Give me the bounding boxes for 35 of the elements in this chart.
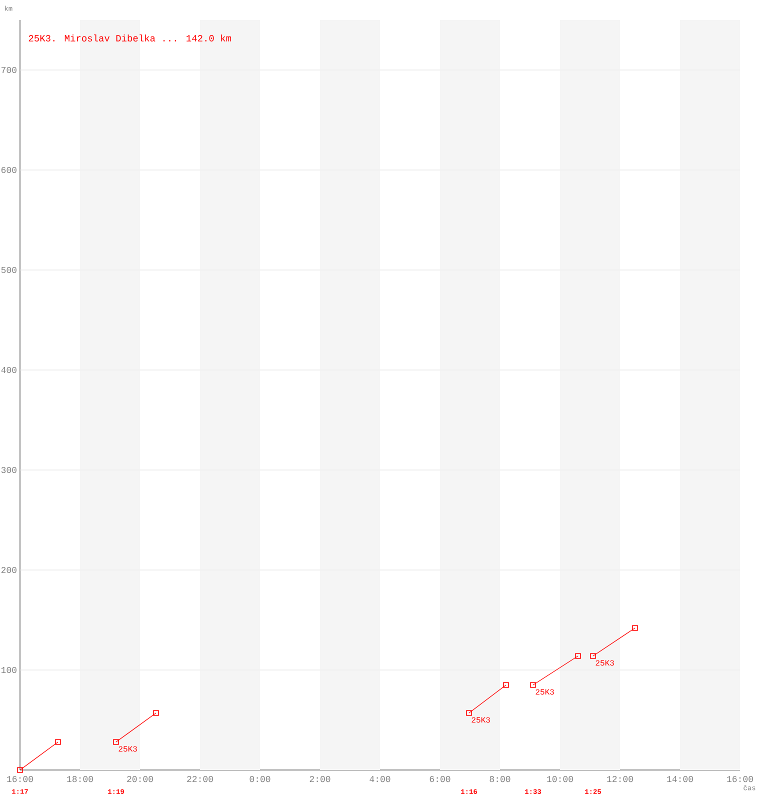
- y-tick-label: 400: [1, 366, 16, 374]
- point: [466, 710, 472, 716]
- x-tick-label: 12:00: [607, 776, 633, 782]
- x-tick-label: 4:00: [370, 776, 390, 782]
- series-label: 25K3: [536, 689, 554, 695]
- x-tick-label: 8:00: [490, 776, 510, 782]
- point: [55, 739, 61, 745]
- y-tick-label: 700: [1, 66, 16, 74]
- series-label: 25K3: [118, 746, 137, 752]
- x-tick-label: 16:00: [727, 776, 753, 782]
- y-tick-label: 600: [1, 166, 16, 174]
- x-tick-label: 20:00: [127, 776, 153, 782]
- y-tick-label: 500: [1, 266, 16, 274]
- x-tick-label: 0:00: [250, 776, 270, 782]
- point: [530, 682, 536, 688]
- point: [17, 767, 23, 773]
- text: 25K3. Miroslav Dibelka ... 142.0 km: [28, 34, 232, 42]
- point: [503, 682, 509, 688]
- y-tick-label: 300: [1, 466, 16, 474]
- x-tick-label: 2:00: [310, 776, 330, 782]
- x-tick-label: 14:00: [667, 776, 693, 782]
- series-label: 25K3: [472, 717, 490, 723]
- x-tick-label: 10:00: [547, 776, 573, 782]
- y-tick-label: 100: [1, 666, 16, 674]
- point: [590, 653, 596, 659]
- x-tick-label: 16:00: [7, 776, 33, 782]
- point: [153, 710, 159, 716]
- x-tick-label: 22:00: [187, 776, 213, 782]
- y-tick-label: 200: [1, 566, 16, 574]
- point: [575, 653, 581, 659]
- series-label: 25K3: [596, 660, 614, 666]
- point: [632, 625, 638, 631]
- point: [113, 739, 119, 745]
- x-tick-label: 18:00: [67, 776, 93, 782]
- x-tick-label: 6:00: [430, 776, 450, 782]
